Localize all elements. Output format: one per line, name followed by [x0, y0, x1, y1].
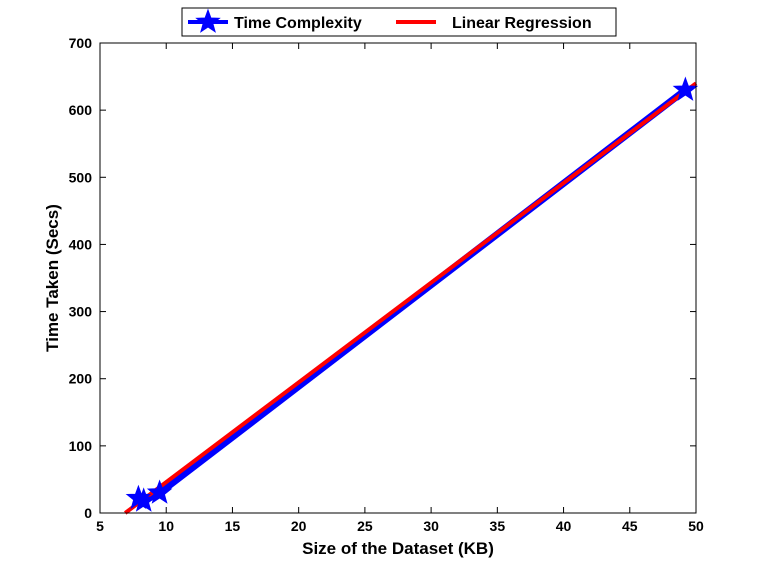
x-tick-label: 20: [291, 518, 307, 534]
plot-area-frame: [99, 42, 697, 514]
y-tick-label: 300: [69, 304, 93, 320]
x-tick-label: 15: [225, 518, 241, 534]
y-tick-label: 700: [69, 35, 93, 51]
x-tick-label: 30: [423, 518, 439, 534]
x-axis-label: Size of the Dataset (KB): [302, 539, 494, 558]
x-tick-label: 40: [556, 518, 572, 534]
legend: Time Complexity Linear Regression: [181, 7, 617, 37]
y-tick-label: 200: [69, 371, 93, 387]
x-tick-label: 25: [357, 518, 373, 534]
x-tick-label: 35: [490, 518, 506, 534]
y-tick-label: 500: [69, 169, 93, 185]
x-tick-label: 5: [96, 518, 104, 534]
data-point-star: [146, 479, 173, 504]
data-point-star: [672, 76, 699, 101]
y-tick-label: 600: [69, 102, 93, 118]
y-tick-label: 100: [69, 438, 93, 454]
x-tick-label: 10: [158, 518, 174, 534]
axis-ticks: 5 10 15 20 25 30 35 40 45 50010020030040050060070…: [69, 35, 704, 534]
series-markers: [125, 76, 699, 512]
legend-label-time-complexity: Time Complexity: [234, 15, 362, 32]
y-axis-label: Time Taken (Secs): [43, 204, 62, 352]
x-tick-label: 50: [688, 518, 704, 534]
x-tick-label: 45: [622, 518, 638, 534]
y-tick-label: 400: [69, 236, 93, 252]
y-tick-label: 0: [84, 505, 92, 521]
legend-star-icon: [195, 8, 221, 33]
series-lines: [123, 81, 698, 515]
legend-label-linear-regression: Linear Regression: [452, 15, 592, 32]
series-line-linear-regression: [123, 81, 698, 515]
data-point-star: [130, 487, 157, 512]
